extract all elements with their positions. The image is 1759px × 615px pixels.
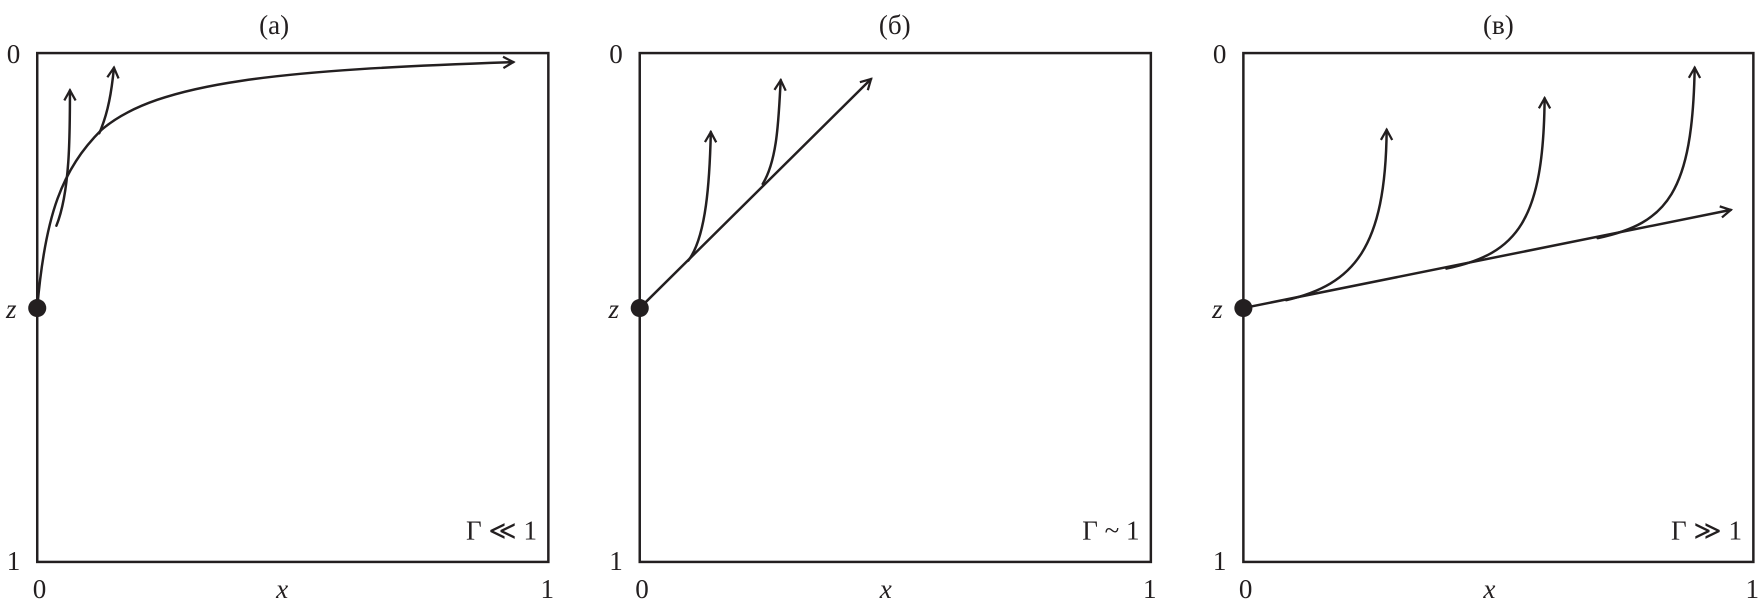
panel-b-y-bottom: 1 xyxy=(609,546,623,576)
panel-c-regime: Γ ≫ 1 xyxy=(1671,515,1742,545)
panel-b-y-top: 0 xyxy=(609,39,623,69)
panel-c-branch-1 xyxy=(1285,130,1386,302)
panel-a-branch-1 xyxy=(55,90,70,227)
panel-b-x-right: 1 xyxy=(1143,574,1157,604)
panel-c-y-mid: z xyxy=(1211,294,1223,324)
panel-c-y-bottom: 1 xyxy=(1213,546,1227,576)
panel-b-main-trajectory xyxy=(638,79,871,310)
panel-a-branch-2 xyxy=(98,68,114,135)
panel-a-y-mid: z xyxy=(5,294,17,324)
panel-a-x-label: x xyxy=(275,574,288,604)
panel-a-x-left: 0 xyxy=(33,574,47,604)
panel-c-main-trajectory xyxy=(1242,210,1730,310)
panel-a-x-right: 1 xyxy=(540,574,554,604)
panel-c-x-label: x xyxy=(1482,574,1495,604)
panel-b: (б) 0 z 1 0 x 1 Γ ~ 1 xyxy=(608,10,1157,604)
panel-b-x-label: x xyxy=(879,574,892,604)
panel-a-y-bottom: 1 xyxy=(7,546,21,576)
panel-c-branch-2 xyxy=(1445,98,1544,270)
panel-b-y-mid: z xyxy=(608,294,620,324)
panel-c-start-dot xyxy=(1234,299,1253,318)
panel-c-frame xyxy=(1242,51,1755,564)
panel-a-frame xyxy=(35,51,550,564)
panel-c-x-right: 1 xyxy=(1745,574,1759,604)
panel-a-main-trajectory xyxy=(35,62,513,310)
panel-b-branch-2 xyxy=(761,80,781,186)
panel-b-regime: Γ ~ 1 xyxy=(1082,515,1139,545)
panel-b-x-left: 0 xyxy=(635,574,649,604)
panel-b-start-dot xyxy=(630,299,649,318)
panel-c-y-top: 0 xyxy=(1213,39,1227,69)
panel-a-title: (а) xyxy=(259,10,289,40)
panel-b-title: (б) xyxy=(879,10,911,40)
panel-c-x-left: 0 xyxy=(1239,574,1253,604)
panel-c-branch-3 xyxy=(1596,68,1695,240)
panel-a-y-top: 0 xyxy=(7,39,21,69)
panel-b-branch-1 xyxy=(687,132,711,262)
panel-c: (в) 0 z 1 0 x 1 Γ ≫ 1 xyxy=(1211,10,1759,604)
panel-a-start-dot xyxy=(28,299,47,318)
panel-a-regime: Γ ≪ 1 xyxy=(466,515,537,545)
panel-b-frame xyxy=(638,51,1153,564)
panel-a: (а) 0 z 1 0 x 1 Γ ≪ 1 xyxy=(5,10,554,604)
panel-c-title: (в) xyxy=(1483,10,1514,40)
